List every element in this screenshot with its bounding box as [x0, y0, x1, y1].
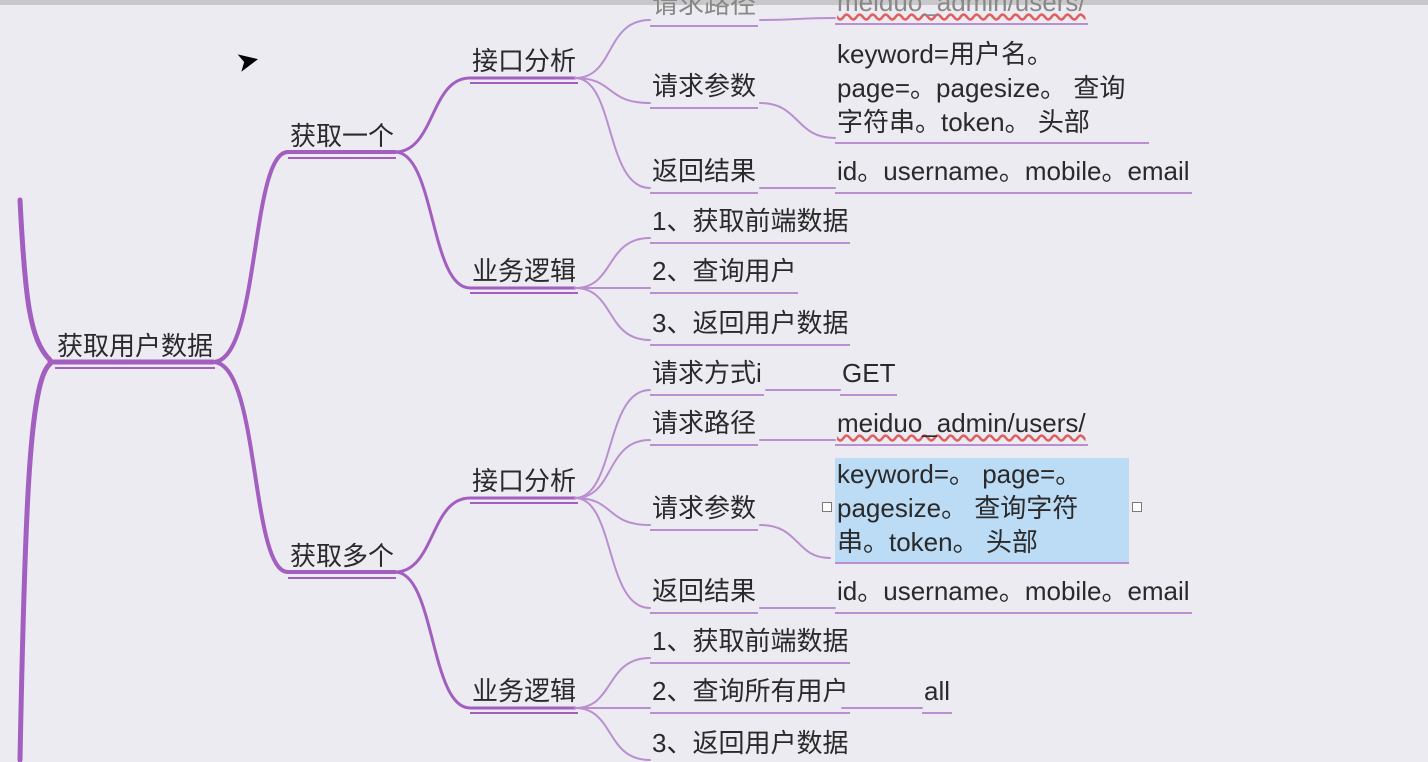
node-one-api-ret-value[interactable]: id。username。mobile。email: [835, 155, 1192, 196]
node-root[interactable]: 获取用户数据: [55, 330, 215, 371]
node-many-api-param-key[interactable]: 请求参数: [650, 492, 758, 533]
node-one-api-path-value[interactable]: meiduo_admin/users/: [835, 0, 1088, 27]
node-label: 3、返回用户数据: [650, 307, 850, 346]
node-label: 请求参数: [650, 492, 758, 531]
node-many-logic[interactable]: 业务逻辑: [470, 675, 578, 716]
mouse-cursor-icon: ➤: [233, 42, 263, 79]
node-label: 获取多个: [288, 540, 396, 579]
node-value: meiduo_admin/users/: [835, 0, 1088, 25]
node-value: keyword=用户名。 page=。pagesize。 查询字符串。token…: [835, 38, 1149, 144]
mindmap-canvas[interactable]: 获取用户数据 获取一个 获取多个 接口分析 业务逻辑 接口分析 业务逻辑 请求路…: [0, 0, 1428, 762]
selection-handle-left[interactable]: [822, 502, 832, 512]
node-many-api-path-value[interactable]: meiduo_admin/users/: [835, 407, 1088, 448]
node-many-logic-1[interactable]: 1、获取前端数据: [650, 625, 850, 666]
node-label: 请求方式i: [650, 357, 764, 396]
node-label: 获取用户数据: [55, 330, 215, 369]
node-many-api-param-value[interactable]: keyword=。 page=。pagesize。 查询字符串。token。 头…: [835, 458, 1129, 566]
node-one-logic-1[interactable]: 1、获取前端数据: [650, 205, 850, 246]
node-get-many[interactable]: 获取多个: [288, 540, 396, 581]
node-label: 业务逻辑: [470, 675, 578, 714]
node-label: 2、查询所有用户: [650, 675, 850, 714]
node-many-api-ret-value[interactable]: id。username。mobile。email: [835, 575, 1192, 616]
node-one-logic-3[interactable]: 3、返回用户数据: [650, 307, 850, 348]
node-value: id。username。mobile。email: [835, 575, 1192, 614]
node-many-api-path-key[interactable]: 请求路径: [650, 407, 758, 448]
node-label: 请求路径: [650, 0, 758, 27]
node-label: 3、返回用户数据: [650, 727, 850, 762]
node-one-api-path-key[interactable]: 请求路径: [650, 0, 758, 29]
node-label: 请求路径: [650, 407, 758, 446]
node-many-logic-2[interactable]: 2、查询所有用户: [650, 675, 850, 716]
node-many-logic-3[interactable]: 3、返回用户数据: [650, 727, 850, 762]
node-label: 返回结果: [650, 155, 758, 194]
node-many-api-method-value[interactable]: GET: [840, 357, 897, 398]
node-label: 业务逻辑: [470, 255, 578, 294]
node-label: 1、获取前端数据: [650, 205, 850, 244]
node-one-api[interactable]: 接口分析: [470, 45, 578, 86]
node-one-api-ret-key[interactable]: 返回结果: [650, 155, 758, 196]
node-label: 请求参数: [650, 70, 758, 109]
node-label: 2、查询用户: [650, 255, 798, 294]
node-one-logic[interactable]: 业务逻辑: [470, 255, 578, 296]
node-many-logic-2-value[interactable]: all: [922, 675, 952, 716]
node-value: meiduo_admin/users/: [835, 407, 1088, 446]
node-get-one[interactable]: 获取一个: [288, 120, 396, 161]
selection-handle-right[interactable]: [1132, 502, 1142, 512]
node-label: 获取一个: [288, 120, 396, 159]
node-value: all: [922, 675, 952, 714]
node-label: 接口分析: [470, 45, 578, 84]
node-one-logic-2[interactable]: 2、查询用户: [650, 255, 798, 296]
node-label: 接口分析: [470, 465, 578, 504]
node-many-api[interactable]: 接口分析: [470, 465, 578, 506]
node-many-api-ret-key[interactable]: 返回结果: [650, 575, 758, 616]
node-value: keyword=。 page=。pagesize。 查询字符串。token。 头…: [835, 458, 1129, 564]
node-one-api-param-key[interactable]: 请求参数: [650, 70, 758, 111]
node-label: 1、获取前端数据: [650, 625, 850, 664]
node-value: GET: [840, 357, 897, 396]
node-one-api-param-value[interactable]: keyword=用户名。 page=。pagesize。 查询字符串。token…: [835, 38, 1149, 146]
node-label: 返回结果: [650, 575, 758, 614]
node-value: id。username。mobile。email: [835, 155, 1192, 194]
node-many-api-method-key[interactable]: 请求方式i: [650, 357, 764, 398]
